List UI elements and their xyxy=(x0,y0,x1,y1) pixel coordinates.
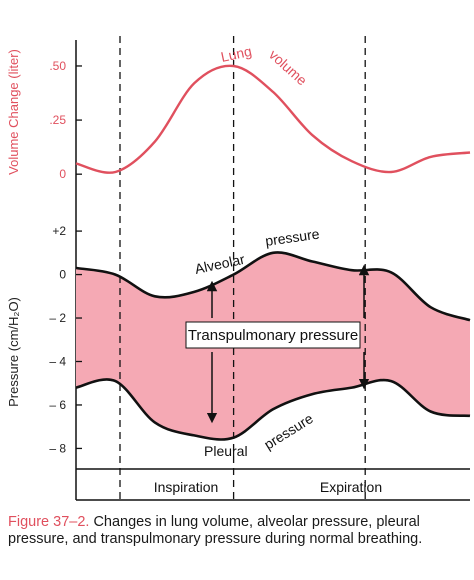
phase-expiration: Expiration xyxy=(320,479,382,495)
pressure-tick-label: – 6 xyxy=(49,398,66,412)
transpulmonary-label: Transpulmonary pressure xyxy=(188,327,358,344)
pressure-tick-label: – 4 xyxy=(49,354,66,368)
phase-inspiration: Inspiration xyxy=(154,479,219,495)
lung-label: Lung xyxy=(219,43,253,65)
alveolar-pressure-label: pressure xyxy=(264,226,320,249)
pleural-label: Pleural xyxy=(204,443,248,459)
figure-caption: Figure 37–2. Changes in lung volume, alv… xyxy=(8,514,470,548)
volume-label: volume xyxy=(266,46,310,88)
series-pleural-pressure xyxy=(75,378,471,441)
caption-text: Changes in lung volume, alveolar pressur… xyxy=(8,514,423,547)
volume-tick-label: .25 xyxy=(49,113,66,127)
volume-tick-label: 0 xyxy=(59,167,66,181)
series-lung-volume xyxy=(75,64,471,174)
volume-tick-label: .50 xyxy=(49,59,66,73)
pressure-tick-label: 0 xyxy=(59,268,66,282)
pressure-tick-label: +2 xyxy=(52,224,66,238)
volume-axis-label: Volume Change (liter) xyxy=(6,49,21,175)
respiration-chart: .50 .25 0 +2 0 – 2 – 4 – 6 – 8 Volume Change (li… xyxy=(6,36,471,501)
pleural-pressure-label: pressure xyxy=(261,410,316,453)
pressure-tick-label: – 8 xyxy=(49,441,66,455)
transpulmonary-box xyxy=(185,321,361,349)
pressure-axis-label: Pressure (cm/H₂O) xyxy=(6,297,21,407)
figure-label: Figure 37–2. xyxy=(8,514,90,530)
series-alveolar-pressure xyxy=(75,251,471,322)
pressure-tick-label: – 2 xyxy=(49,311,66,325)
